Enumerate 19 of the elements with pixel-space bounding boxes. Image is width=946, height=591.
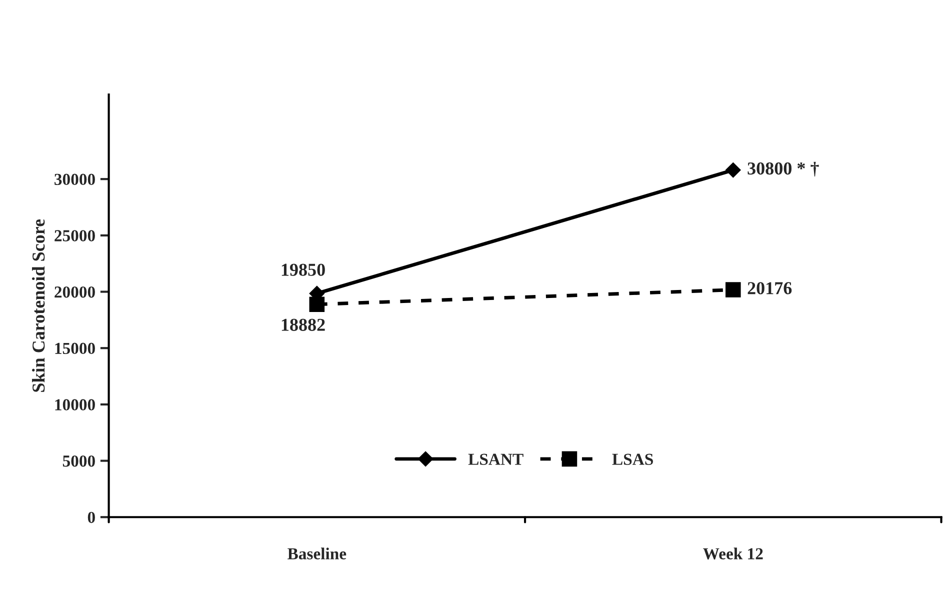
point	[309, 296, 325, 312]
data-label: 20176	[748, 282, 792, 294]
y-tick-label: 20000	[54, 286, 95, 298]
data-label: 19850	[282, 264, 325, 276]
y-tick-label: 25000	[54, 230, 95, 242]
legend-label: LSANT	[468, 454, 524, 465]
y-tick-label: 30000	[54, 174, 95, 186]
y-tick-label: 15000	[55, 342, 95, 354]
legend-label: LSAS	[612, 454, 653, 465]
y-tick-label: 0	[88, 512, 95, 524]
point	[726, 282, 741, 298]
x-tick-label: Week 12	[703, 548, 763, 560]
data-label: 18882	[282, 318, 325, 331]
data-label: 30800 * †	[748, 162, 819, 177]
x-tick-label: Baseline	[288, 548, 346, 560]
y-tick-label: 10000	[55, 399, 95, 410]
point	[726, 162, 741, 178]
y-tick-label: 5000	[62, 455, 95, 467]
y-axis-title: Skin Carotenoid Score	[32, 219, 45, 392]
